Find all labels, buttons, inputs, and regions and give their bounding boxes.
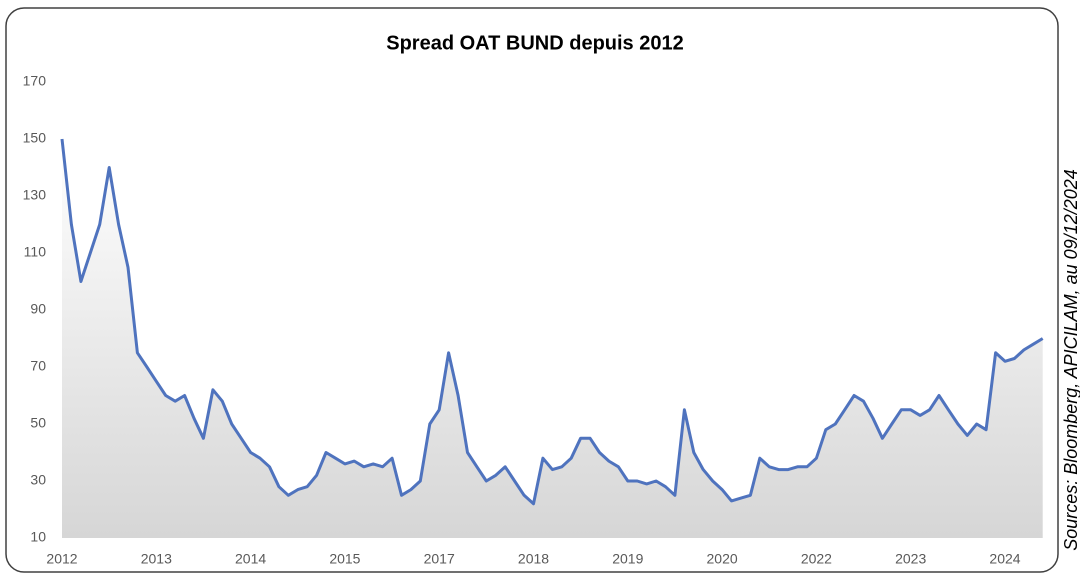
- chart-title: Spread OAT BUND depuis 2012: [386, 32, 683, 54]
- x-tick-label: 2022: [801, 551, 832, 567]
- chart-frame: [5, 7, 1059, 573]
- y-tick-label: 130: [23, 187, 47, 203]
- x-tick-label: 2024: [989, 551, 1020, 567]
- x-tick-label: 2019: [612, 551, 643, 567]
- y-tick-label: 50: [30, 415, 46, 431]
- x-tick-label: 2017: [424, 551, 455, 567]
- x-tick-label: 2015: [329, 551, 360, 567]
- y-tick-label: 110: [24, 244, 47, 260]
- x-tick-label: 2018: [518, 551, 549, 567]
- source-note: Sources: Bloomberg, APICILAM, au 09/12/2…: [1061, 169, 1080, 551]
- x-tick-label: 2020: [707, 551, 738, 567]
- y-tick-label: 30: [30, 472, 46, 488]
- y-tick-label: 10: [30, 529, 46, 545]
- line: [60, 138, 1044, 506]
- y-tick-label: 170: [23, 73, 47, 89]
- y-tick-label: 70: [30, 358, 46, 374]
- area: [62, 139, 1043, 538]
- y-tick-label: 150: [23, 130, 47, 146]
- x-tick-label: 2014: [235, 551, 266, 567]
- x-tick-label: 2023: [895, 551, 926, 567]
- y-tick-label: 90: [30, 301, 46, 317]
- x-tick-label: 2013: [141, 551, 172, 567]
- x-tick-label: 2012: [46, 551, 77, 567]
